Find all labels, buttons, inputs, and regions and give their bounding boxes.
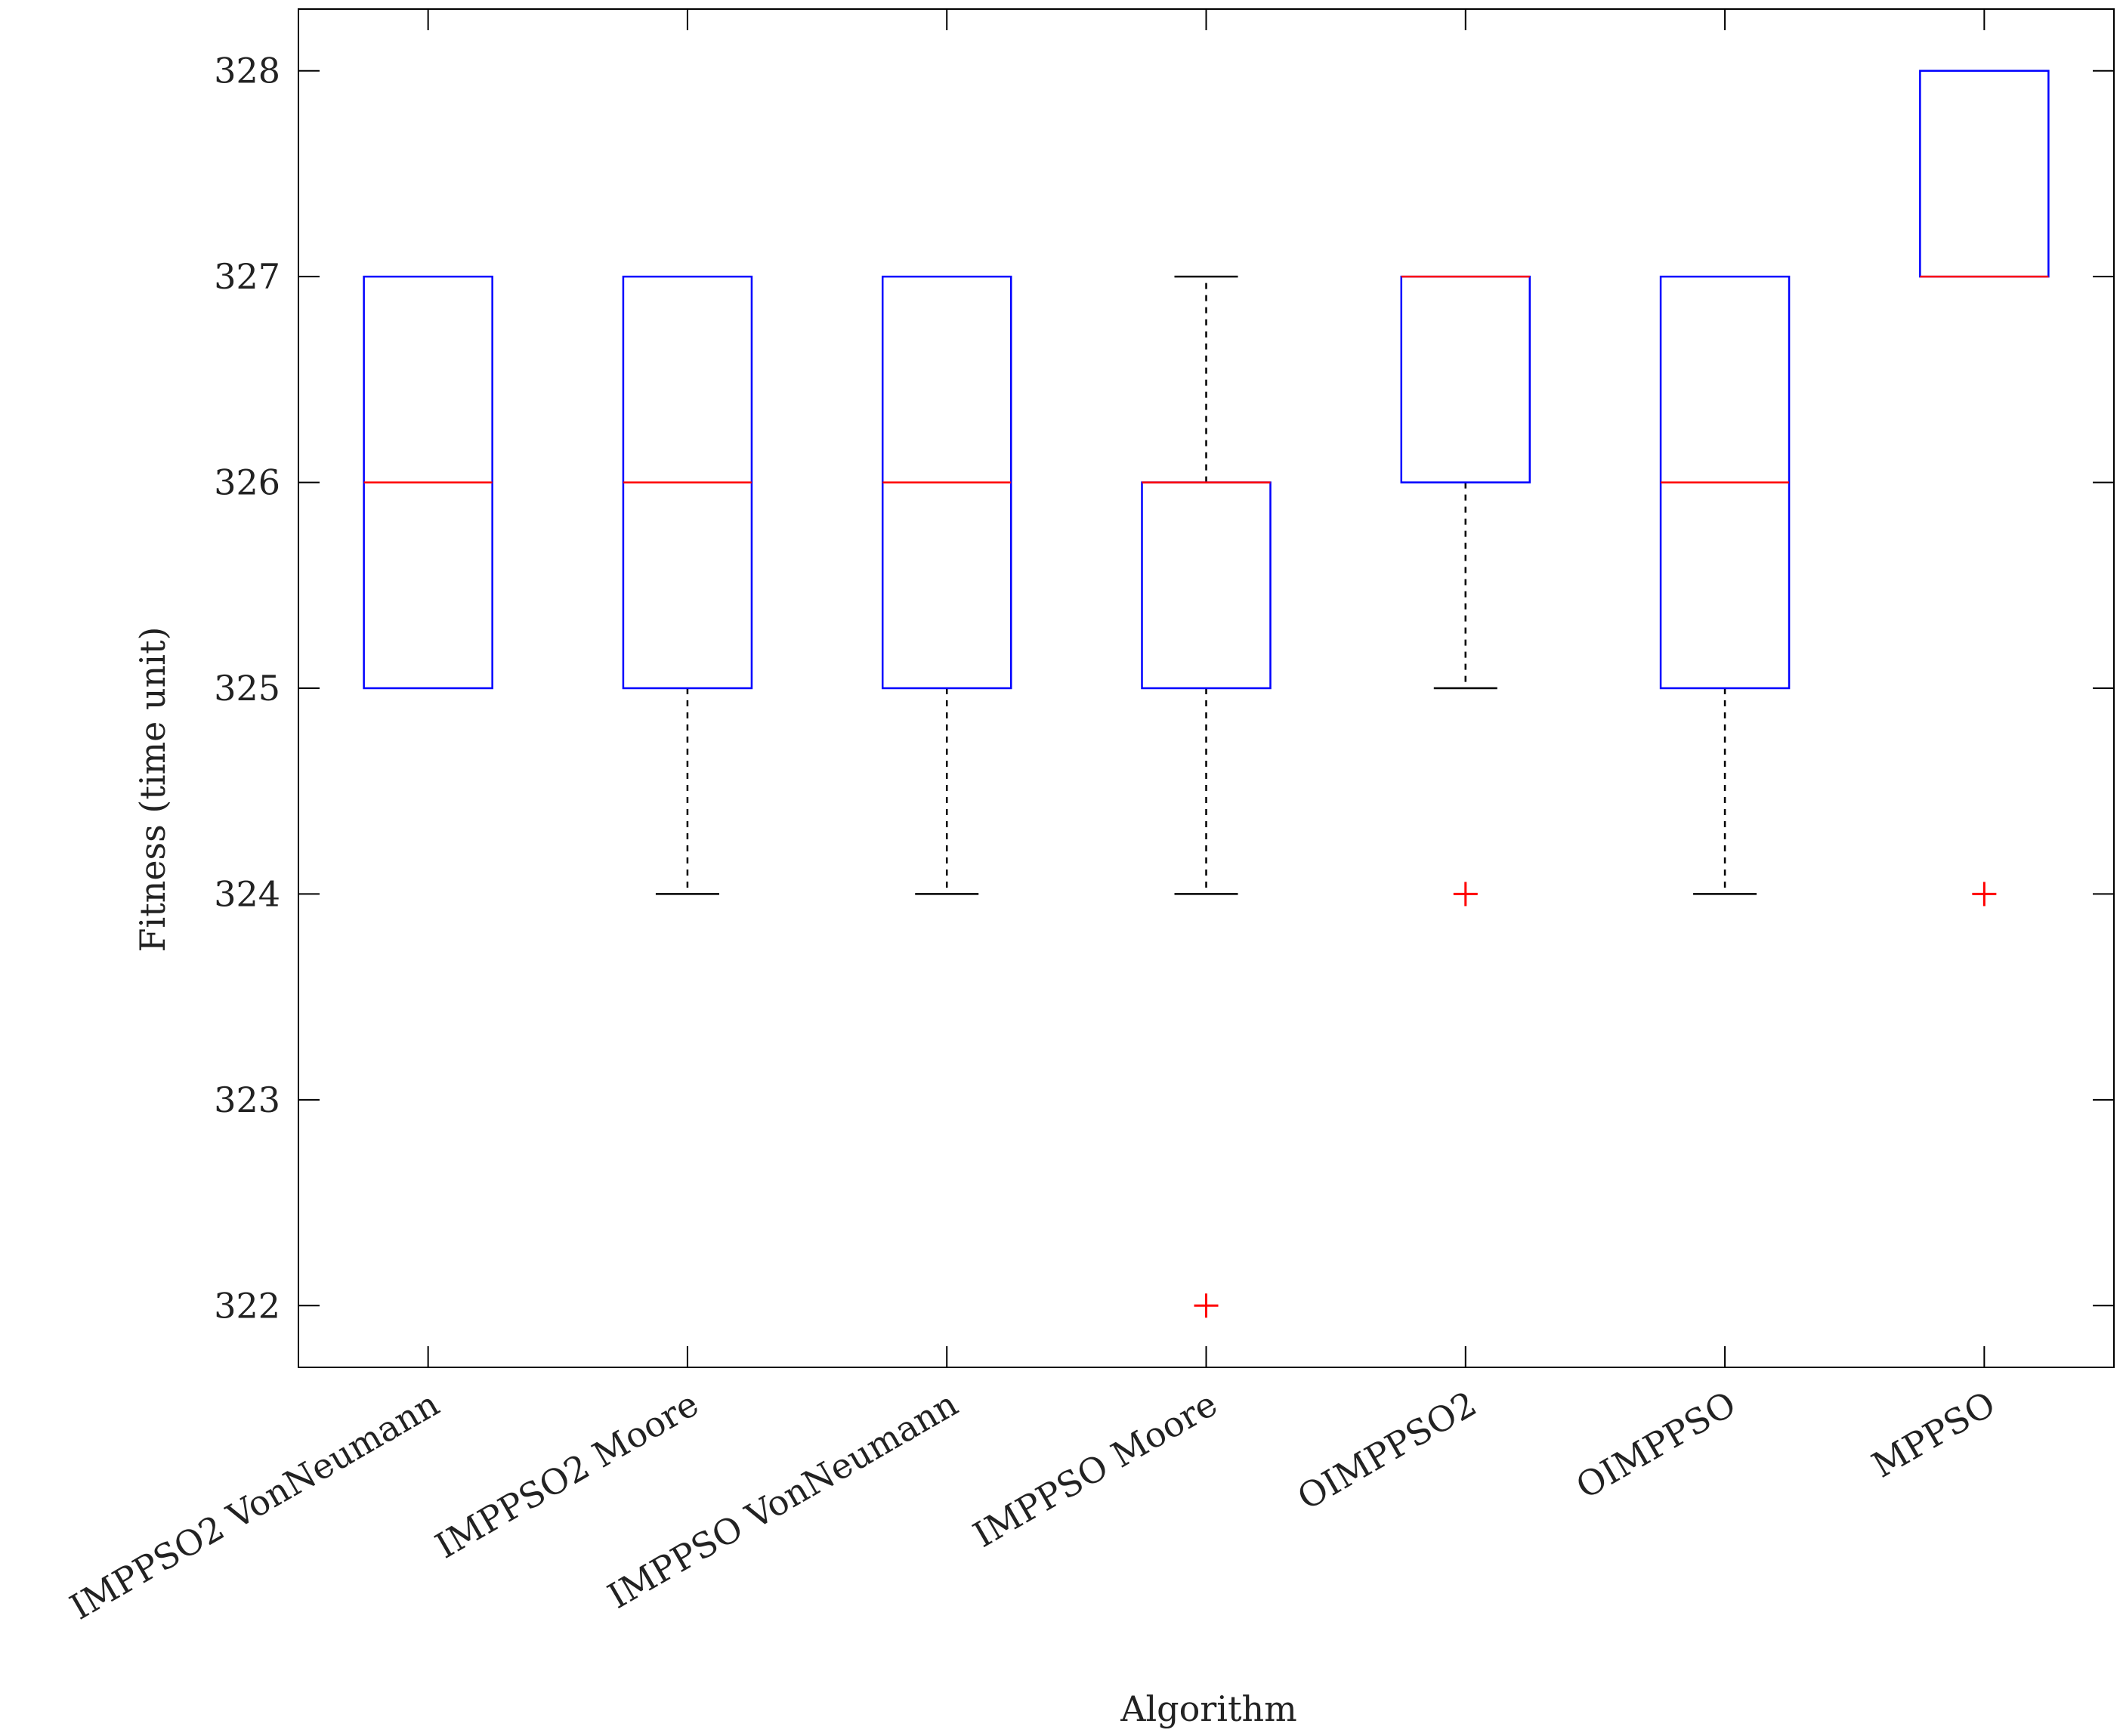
box-oimppso2 (1400, 275, 1531, 907)
box-imppso2-moore (622, 275, 753, 895)
outlier-marker (1972, 882, 1997, 907)
y-axis-ticks: 322 323 324 325 326 327 328 (214, 51, 2114, 1326)
y-tick-label: 328 (214, 51, 280, 91)
y-tick-label: 324 (214, 873, 280, 914)
box-oimppso (1659, 275, 1791, 895)
y-tick-label: 326 (214, 462, 280, 503)
box-mppso (1919, 70, 2050, 907)
y-tick-label: 322 (214, 1285, 280, 1326)
y-axis-label: Fitness (time unit) (132, 627, 173, 953)
y-tick-label: 327 (214, 256, 280, 297)
outlier-marker (1194, 1293, 1219, 1318)
box-imppso-vonneumann (881, 275, 1012, 895)
outlier-marker (1453, 882, 1478, 907)
y-tick-label: 323 (214, 1080, 280, 1120)
box-imppso2-vonneumann (363, 275, 493, 690)
box-series (363, 70, 2050, 1318)
x-axis-label: Algorithm (1120, 1688, 1297, 1729)
y-tick-label: 325 (214, 668, 280, 709)
box-imppso-moore (1141, 275, 1272, 1318)
